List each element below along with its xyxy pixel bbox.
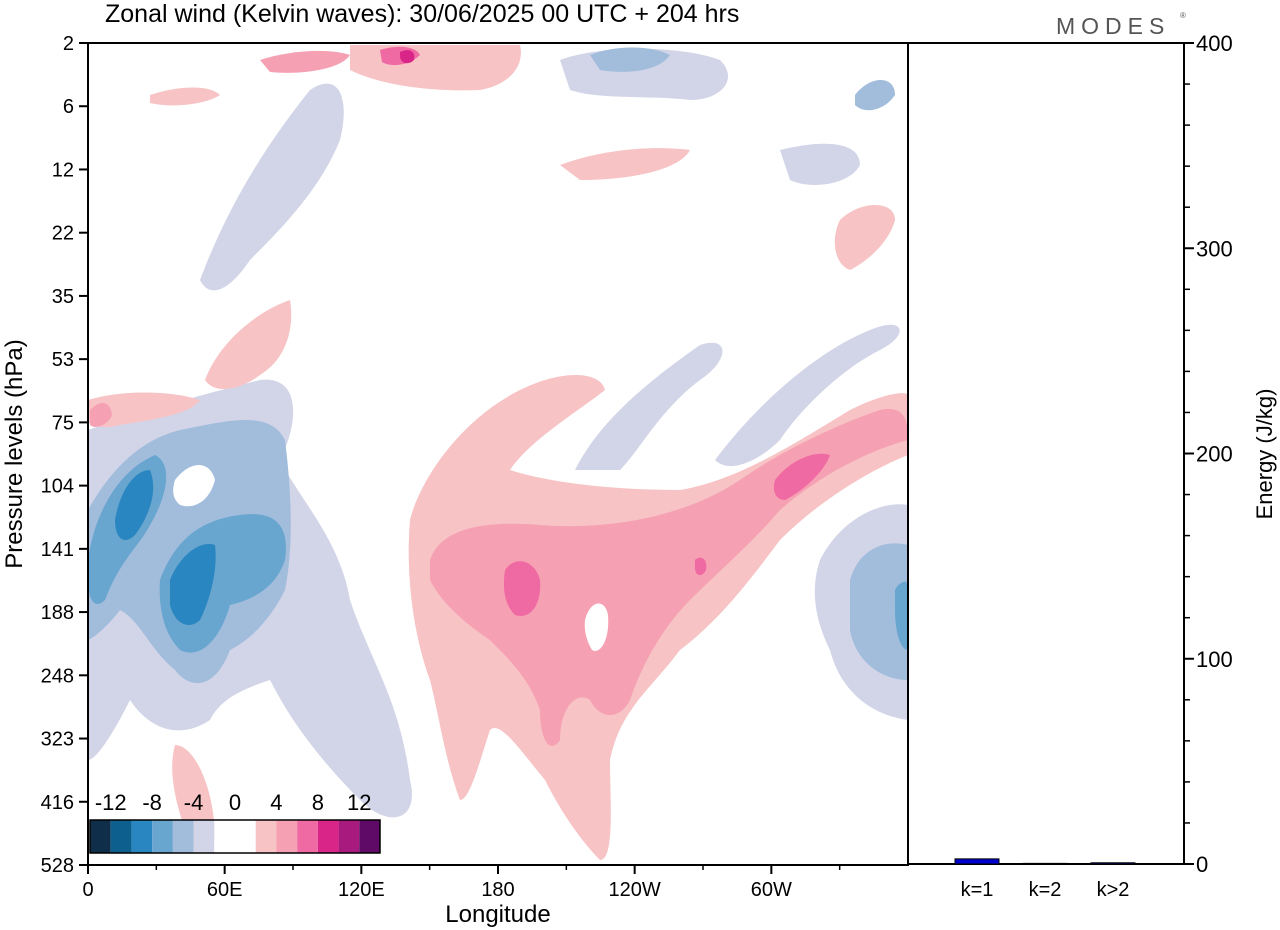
colorbar-tick-label: 0 [229,790,241,815]
negative-contour-mid [850,543,908,680]
positive-contour-light [560,148,690,180]
y-axis-label: Pressure levels (hPa) [1,339,28,568]
y-tick-label: 53 [52,349,74,371]
energy-tick-label: 200 [1196,442,1233,467]
colorbar-swatch [297,820,318,853]
y-tick-label: 528 [41,855,74,877]
negative-contour-light [575,342,723,470]
colorbar-swatch [235,820,256,853]
colorbar-tick-label: 12 [347,790,371,815]
colorbar-swatch [255,820,277,853]
y-tick-label: 75 [52,412,74,434]
pressure-axis: 2 6 12 22 35 53 75 104 141 188 248 323 416 528 [41,33,88,877]
colorbar-swatch [214,820,235,853]
y-tick-label: 2 [63,33,74,55]
x-axis-label: Longitude [445,901,550,928]
positive-contour-core [400,50,415,64]
negative-contour-mid [590,47,670,72]
colorbar-swatch [276,820,298,853]
colorbar-swatch [131,820,153,853]
energy-axis: 0 100 200 300 400 [1184,31,1233,877]
energy-category-label: k=1 [961,879,994,901]
colorbar-swatch [152,820,173,853]
energy-bar [1022,862,1068,865]
colorbar-frame [89,819,381,854]
y-tick-label: 6 [63,96,74,118]
y-tick-label: 104 [41,476,74,498]
positive-contour-light [350,45,521,91]
positive-contour-strong [503,561,541,616]
energy-tick-label: 0 [1196,852,1208,877]
negative-contour-core [170,544,216,625]
energy-axis-label: Energy (J/kg) [1252,389,1277,520]
x-tick-label: 60E [207,879,243,901]
contour-field [88,45,908,860]
negative-contour-light [200,83,344,291]
energy-bar [954,858,1000,865]
y-tick-label: 35 [52,286,74,308]
negative-contour-strong [895,581,908,650]
y-tick-label: 248 [41,665,74,687]
y-tick-label: 416 [41,792,74,814]
zero-gap [584,603,609,651]
x-tick-label: 120W [609,879,661,901]
positive-contour-light [150,87,220,106]
energy-tick-label: 400 [1196,31,1233,56]
colorbar-swatch [172,820,194,853]
positive-contour-light [88,392,200,428]
brand-name: MODES [1056,13,1170,39]
colorbar: -12 -8 -4 0 4 8 12 [89,790,381,854]
colorbar-swatch [90,820,111,853]
positive-contour-mid [90,403,112,427]
energy-category-labels: k=1 k=2 k>2 [961,879,1130,901]
chart-title: Zonal wind (Kelvin waves): 30/06/2025 00… [105,0,739,28]
negative-contour-light [715,324,900,467]
colorbar-tick-label: -8 [142,790,162,815]
energy-category-label: k>2 [1097,879,1130,901]
colorbar-swatch [110,820,132,853]
negative-contour-core [115,470,154,540]
colorbar-tick-label: 8 [312,790,324,815]
negative-contour-mid [855,80,895,111]
y-tick-label: 22 [52,223,74,245]
x-tick-label: 60W [751,879,792,901]
energy-category-label: k=2 [1029,879,1062,901]
y-tick-label: 12 [52,159,74,181]
positive-contour-mid [260,50,350,73]
x-tick-label: 0 [82,879,93,901]
y-tick-label: 323 [41,729,74,751]
colorbar-swatches [89,819,381,854]
brand-mark: ® [1180,11,1186,20]
y-tick-label: 188 [41,602,74,624]
longitude-axis: 0 60E 120E 180 120W 60W [82,865,841,901]
colorbar-labels: -12 -8 -4 0 4 8 12 [95,790,372,815]
positive-contour-strong [695,557,707,576]
brand-logo: MODES ® [1056,11,1186,39]
energy-tick-label: 300 [1196,236,1233,261]
colorbar-tick-label: -12 [95,790,127,815]
x-tick-label: 180 [481,879,514,901]
energy-panel: k=1 k=2 k>2 0 100 200 300 400 [908,31,1233,901]
energy-bars [954,858,1136,865]
colorbar-swatch [193,820,215,853]
energy-bar [1090,862,1136,865]
negative-contour-light [780,143,860,185]
energy-tick-label: 100 [1196,647,1233,672]
zero-gap [173,465,215,507]
colorbar-tick-label: 4 [270,790,282,815]
positive-contour-light [205,300,292,390]
positive-contour-light [834,205,895,270]
colorbar-swatch [338,820,360,853]
y-tick-label: 141 [41,539,74,561]
x-tick-label: 120E [338,879,385,901]
colorbar-swatch [317,820,339,853]
colorbar-tick-label: -4 [184,790,204,815]
positive-contour-strong [773,453,830,500]
colorbar-swatch [359,820,380,853]
